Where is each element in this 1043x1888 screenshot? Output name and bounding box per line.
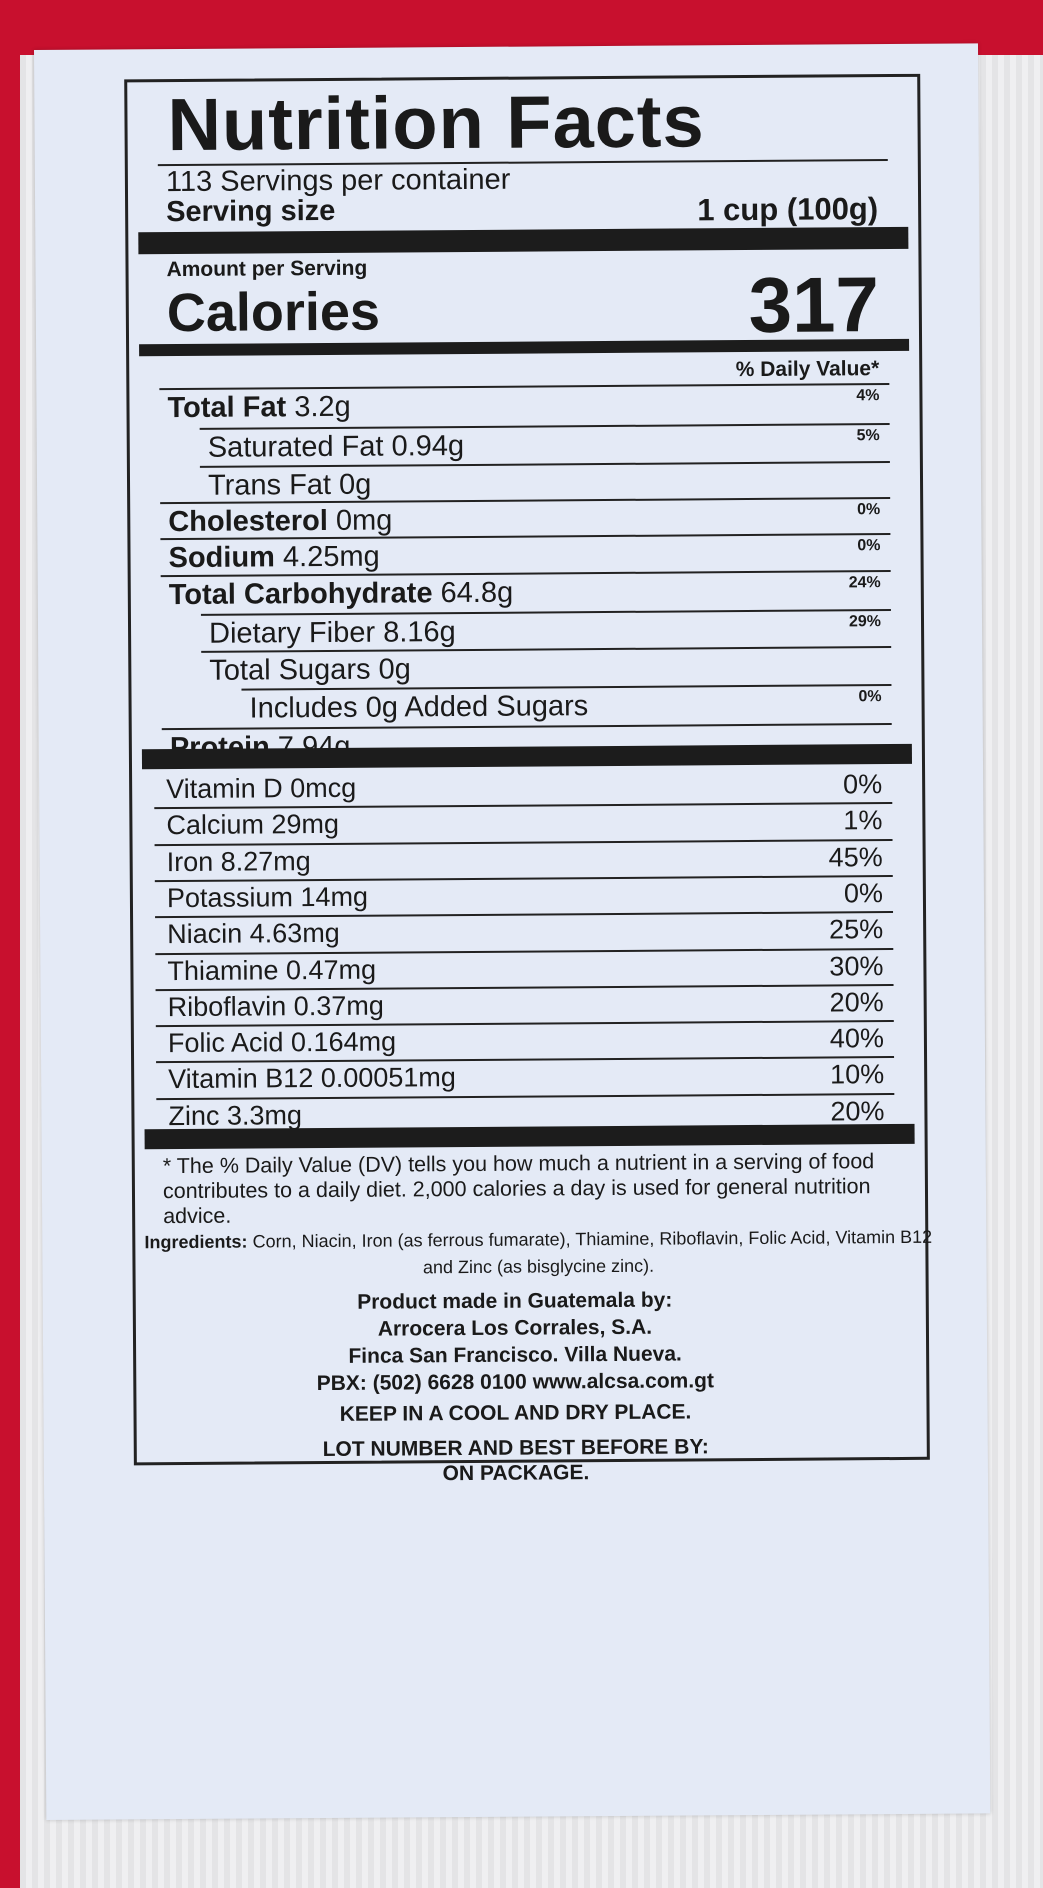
servings-per-container: 113 Servings per container (165, 163, 511, 199)
nutrient-daily-value: 0% (857, 537, 881, 555)
nutrient-row: Total Fat 3.2g (167, 387, 899, 425)
nutrient-amount: 4.25mg (282, 540, 380, 574)
serving-size-value: 1 cup (100g) (697, 191, 879, 228)
daily-value-header: % Daily Value* (735, 357, 880, 382)
vitamin-name: Potassium 14mg (166, 881, 369, 913)
vitamin-daily-value: 30% (829, 950, 884, 981)
vitamin-daily-value: 0% (843, 769, 883, 800)
vitamin-name: Zinc 3.3mg (168, 1099, 303, 1131)
vitamin-daily-value: 20% (829, 986, 884, 1018)
nutrient-amount: 0g (378, 653, 411, 686)
vitamin-daily-value: 10% (830, 1059, 885, 1090)
nutrient-name: Dietary Fiber (208, 616, 376, 650)
vitamin-daily-value: 45% (828, 841, 883, 873)
vitamin-name: Calcium 29mg (166, 809, 340, 841)
nutrient-name: Total Carbohydrate (168, 577, 433, 612)
ingredients-label: Ingredients: (144, 1231, 248, 1253)
nutrient-amount: 64.8g (440, 576, 514, 610)
vitamin-name: Vitamin D 0mcg (166, 772, 357, 805)
nutrient-amount: 0g (339, 468, 372, 501)
vitamin-daily-value: 40% (829, 1023, 885, 1054)
vitamin-name: Niacin 4.63mg (167, 918, 340, 950)
nutrition-facts-title: Nutrition Facts (167, 79, 705, 167)
vitamin-daily-value: 25% (829, 914, 884, 945)
calories-label: Calories (166, 281, 381, 344)
nutrient-daily-value: 0% (857, 501, 881, 519)
ingredients-text: Corn, Niacin, Iron (as ferrous fumarate)… (252, 1226, 933, 1278)
vitamin-name: Vitamin B12 0.00051mg (168, 1062, 456, 1095)
nutrient-row: Includes 0g Added Sugars (249, 688, 901, 726)
thick-divider (138, 226, 909, 255)
ingredients: Ingredients: Corn, Niacin, Iron (as ferr… (138, 1224, 938, 1284)
nutrient-name: Trans Fat (207, 468, 332, 502)
calories-value: 317 (748, 260, 880, 350)
nutrient-daily-value: 0% (858, 688, 882, 706)
thick-divider (141, 743, 913, 770)
nutrient-amount: 8.16g (383, 616, 456, 649)
amount-per-serving: Amount per Serving (166, 256, 368, 282)
nutrient-row: Saturated Fat 0.94g (208, 427, 900, 465)
nutrient-name: Saturated Fat (207, 430, 384, 464)
nutrient-daily-value: 5% (856, 427, 880, 445)
nutrient-daily-value: 4% (856, 387, 880, 405)
nutrient-name: Total Sugars (209, 653, 371, 687)
nutrient-name: Sodium (168, 541, 276, 575)
nutrient-daily-value: 24% (848, 574, 881, 592)
daily-value-footnote: * The % Daily Value (DV) tells you how m… (162, 1149, 875, 1229)
nutrient-row: Total Sugars 0g (209, 650, 901, 688)
nutrition-label: Nutrition Facts 113 Servings per contain… (34, 43, 991, 1820)
nutrient-name: Includes 0g Added Sugars (249, 690, 589, 725)
nutrient-amount: 0.94g (391, 430, 465, 463)
thick-divider (144, 1123, 915, 1150)
vitamin-daily-value: 1% (843, 805, 883, 836)
nutrient-name: Cholesterol (168, 504, 328, 539)
vitamin-daily-value: 20% (830, 1095, 885, 1127)
nutrient-amount: 0mg (335, 504, 393, 537)
vitamin-name: Riboflavin 0.37mg (167, 990, 384, 1022)
nutrient-row: Dietary Fiber 8.16g (209, 613, 901, 651)
vitamin-name: Folic Acid 0.164mg (167, 1026, 397, 1059)
nutrient-amount: 3.2g (294, 390, 351, 424)
nutrient-row: Sodium 4.25mg (168, 537, 900, 575)
nutrient-daily-value: 29% (848, 613, 882, 631)
red-bag-edge (0, 0, 20, 1888)
vitamin-name: Iron 8.27mg (166, 845, 311, 877)
nutrient-name: Total Fat (167, 391, 287, 425)
vitamin-daily-value: 0% (843, 877, 884, 909)
nutrient-row: Total Carbohydrate 64.8g (169, 574, 901, 612)
vitamin-name: Thiamine 0.47mg (167, 954, 377, 986)
serving-size-label: Serving size (166, 194, 336, 229)
